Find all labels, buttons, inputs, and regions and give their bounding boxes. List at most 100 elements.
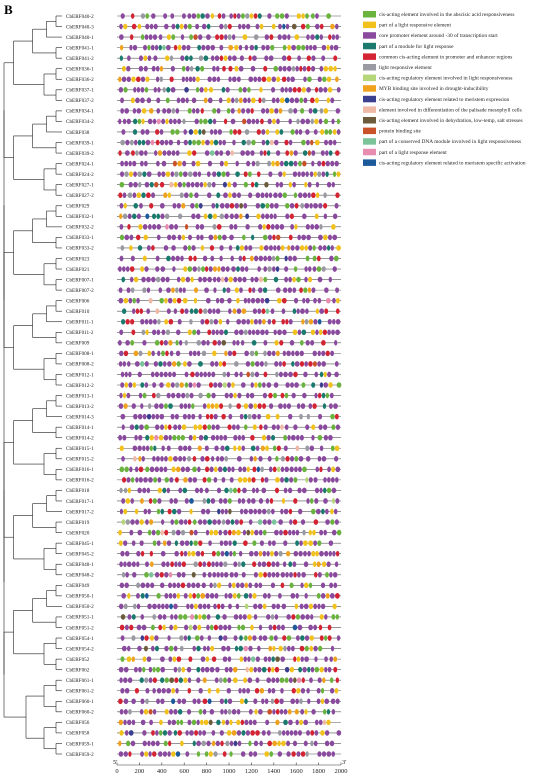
cis-element-mark	[246, 466, 250, 473]
cis-element-mark	[202, 730, 207, 736]
cis-element-mark	[229, 550, 233, 557]
cis-element-mark	[192, 266, 197, 272]
cis-element-mark	[291, 350, 295, 357]
cis-element-mark	[237, 129, 242, 135]
cis-element-mark	[278, 645, 283, 652]
cis-element-mark	[305, 424, 310, 430]
cis-element-mark	[258, 624, 263, 631]
cis-element-mark	[331, 224, 336, 230]
cis-element-mark	[220, 266, 226, 272]
cis-element-mark	[199, 371, 204, 378]
cis-element-mark	[273, 382, 279, 388]
cis-element-mark	[228, 245, 233, 251]
cis-element-mark	[288, 181, 293, 188]
cis-element-mark	[209, 129, 214, 135]
cis-element-mark	[310, 13, 315, 19]
cis-element-mark	[141, 456, 145, 462]
gene-label: CbERF045-1	[66, 541, 94, 547]
cis-element-mark	[187, 635, 191, 641]
cis-element-mark	[280, 245, 285, 251]
cis-element-mark	[318, 645, 323, 652]
cis-element-mark	[127, 677, 133, 683]
cis-element-mark	[290, 382, 294, 388]
cis-element-mark	[222, 656, 228, 662]
cis-element-mark	[145, 129, 150, 135]
cis-element-mark	[182, 297, 188, 304]
cis-element-mark	[136, 87, 141, 93]
cis-element-mark	[151, 245, 155, 251]
cis-element-mark	[166, 150, 172, 156]
cis-element-mark	[145, 445, 150, 452]
cis-element-mark	[194, 287, 199, 293]
cis-element-mark	[166, 540, 172, 546]
cis-element-mark	[308, 582, 313, 589]
cis-element-mark	[140, 593, 145, 599]
cis-element-mark	[168, 645, 174, 652]
cis-element-mark	[168, 118, 173, 125]
cis-element-mark	[161, 519, 165, 525]
cis-element-mark	[296, 276, 301, 283]
cis-element-mark	[266, 224, 271, 230]
cis-element-mark	[172, 434, 177, 441]
cis-element-mark	[293, 571, 297, 578]
gene-label: CbERF014-1	[66, 425, 94, 431]
cis-element-mark	[316, 593, 321, 599]
cis-element-mark	[268, 55, 274, 61]
cis-element-mark	[184, 308, 189, 315]
cis-element-mark	[178, 287, 183, 293]
cis-element-mark	[323, 118, 329, 125]
cis-element-mark	[329, 255, 334, 262]
cis-element-mark	[257, 666, 262, 673]
cis-element-mark	[228, 192, 232, 199]
cis-element-mark	[226, 108, 231, 114]
cis-element-mark	[298, 508, 303, 515]
cis-element-mark	[124, 371, 128, 378]
cis-element-mark	[326, 751, 332, 757]
cis-element-mark	[130, 477, 135, 483]
cis-element-mark	[176, 434, 181, 441]
cis-element-mark	[278, 403, 283, 409]
cis-element-mark	[303, 603, 309, 610]
cis-element-mark	[300, 614, 306, 620]
cis-element-mark	[253, 13, 258, 19]
cis-element-mark	[305, 477, 309, 483]
cis-element-mark	[218, 139, 223, 146]
cis-element-mark	[136, 582, 141, 589]
cis-element-mark	[191, 97, 197, 104]
cis-element-mark	[167, 730, 172, 736]
cis-element-mark	[264, 34, 270, 40]
cis-element-mark	[137, 413, 143, 420]
cis-element-mark	[133, 276, 139, 283]
cis-element-mark	[260, 477, 265, 483]
cis-element-mark	[146, 656, 152, 662]
cis-element-mark	[241, 139, 246, 146]
cis-element-mark	[167, 635, 171, 641]
cis-element-mark	[310, 224, 315, 230]
cis-element-mark	[236, 424, 240, 430]
cis-element-mark	[169, 624, 174, 631]
cis-element-mark	[238, 614, 243, 620]
cis-element-mark	[171, 255, 176, 262]
cis-element-mark	[206, 171, 211, 177]
cis-element-mark	[211, 740, 216, 747]
cis-element-mark	[266, 730, 271, 736]
legend-swatch	[363, 95, 376, 103]
gene-label: CbERF058	[66, 731, 90, 737]
cis-element-mark	[248, 709, 253, 715]
cis-element-mark	[239, 55, 245, 61]
cis-element-mark	[121, 424, 125, 430]
cis-element-mark	[232, 550, 237, 557]
cis-element-mark	[132, 129, 138, 135]
cis-element-mark	[294, 224, 298, 230]
cis-element-mark	[300, 403, 306, 409]
cis-element-mark	[223, 624, 228, 631]
cis-element-mark	[146, 308, 150, 315]
cis-element-mark	[335, 424, 341, 430]
cis-element-mark	[255, 677, 260, 683]
cis-element-mark	[265, 108, 270, 114]
cis-element-mark	[195, 160, 201, 167]
cis-element-mark	[320, 129, 325, 135]
cis-element-mark	[275, 477, 280, 483]
cis-element-mark	[120, 635, 125, 641]
cis-element-mark	[150, 561, 154, 568]
